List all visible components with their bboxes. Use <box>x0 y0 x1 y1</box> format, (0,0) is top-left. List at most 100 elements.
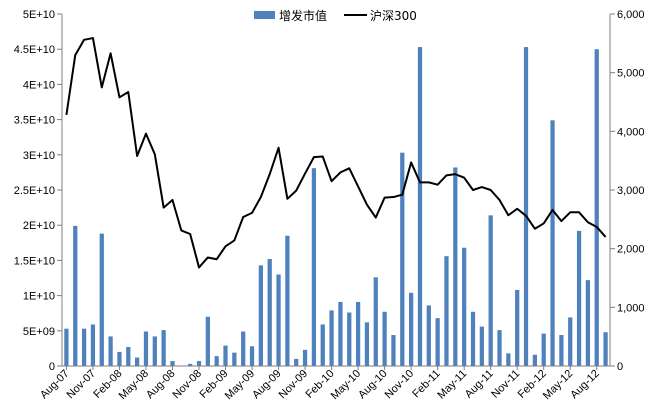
bar <box>294 358 299 366</box>
right-axis-ticks: 0 1,000 2,000 3,000 4,000 5,000 6,000 <box>610 9 645 373</box>
bar <box>347 312 352 366</box>
bar <box>205 316 210 366</box>
left-axis-ticks: 0 5E+09 1E+10 1.5E+10 2E+10 2.5E+10 3E+10 3.5E+… <box>14 9 62 373</box>
bar <box>479 326 484 366</box>
bar <box>426 305 431 366</box>
bar <box>470 311 476 366</box>
left-tick-label: 1.5E+10 <box>14 255 55 267</box>
x-tick-label: Nov-10 <box>383 368 417 402</box>
left-tick-label: 5E+09 <box>23 326 55 338</box>
bar <box>329 310 334 366</box>
bar <box>196 361 202 366</box>
bar <box>585 280 591 366</box>
right-tick-label: 2,000 <box>617 244 645 256</box>
bar <box>444 256 449 366</box>
legend: 增发市值 沪深300 <box>254 8 417 23</box>
bar-series <box>64 47 608 367</box>
x-tick-label: Aug-11 <box>463 368 496 401</box>
bar <box>462 247 467 366</box>
bar <box>241 331 246 366</box>
x-tick-label: Aug-12 <box>568 368 602 402</box>
left-tick-label: 3.5E+10 <box>14 115 55 127</box>
bar <box>373 277 378 366</box>
bar <box>435 318 440 366</box>
bar <box>108 336 113 366</box>
line-series-hs300 <box>65 37 607 269</box>
bar <box>576 230 582 366</box>
left-tick-label: 5E+10 <box>23 9 55 21</box>
bar <box>532 354 537 366</box>
left-tick-label: 4.5E+10 <box>14 44 55 56</box>
bar <box>117 351 122 366</box>
bar <box>73 225 78 366</box>
left-tick-label: 1E+10 <box>23 291 55 303</box>
bar <box>170 361 175 366</box>
bar <box>161 330 166 366</box>
bar <box>355 301 361 366</box>
bar <box>541 333 546 366</box>
left-tick-label: 2.5E+10 <box>14 185 55 197</box>
x-tick-label: May-08 <box>117 368 151 402</box>
right-tick-label: 4,000 <box>617 126 645 138</box>
left-tick-label: 4E+10 <box>23 79 55 91</box>
bar <box>320 324 325 366</box>
x-axis-ticks: Aug-07Nov-07Feb-08May-08Aug-08Nov-08Feb-… <box>38 366 602 402</box>
bar <box>417 47 423 367</box>
bar <box>188 363 193 366</box>
bar <box>232 352 237 366</box>
x-tick-label: Nov-07 <box>64 368 98 402</box>
right-tick-label: 1,000 <box>617 302 645 314</box>
bar <box>152 336 157 366</box>
bar <box>453 167 458 366</box>
bar <box>603 332 608 366</box>
bar <box>559 335 564 366</box>
right-tick-label: 3,000 <box>617 185 645 197</box>
bar <box>143 331 149 366</box>
bar <box>523 47 529 367</box>
left-tick-label: 3E+10 <box>23 150 55 162</box>
bar <box>497 330 502 366</box>
right-tick-label: 6,000 <box>617 9 645 21</box>
bar <box>214 356 219 366</box>
x-tick-label: Aug-09 <box>250 368 284 402</box>
bar <box>382 311 387 366</box>
bar <box>311 168 317 366</box>
bar <box>400 152 405 366</box>
bar <box>267 258 272 366</box>
legend-label-line: 沪深300 <box>370 9 417 23</box>
bar <box>81 328 87 366</box>
left-tick-label: 2E+10 <box>23 220 55 232</box>
bar <box>258 265 263 366</box>
bar <box>285 235 290 366</box>
bar <box>135 357 140 366</box>
bar <box>568 317 573 366</box>
bar <box>223 345 228 366</box>
right-tick-label: 0 <box>617 361 623 373</box>
bar <box>64 328 69 366</box>
bar <box>90 324 96 366</box>
bar <box>488 215 493 366</box>
bar <box>506 353 511 366</box>
bar <box>249 346 255 366</box>
x-tick-label: Aug-08 <box>144 368 178 402</box>
legend-swatch-bar <box>254 11 275 19</box>
bar <box>99 233 104 366</box>
bar <box>364 322 370 366</box>
x-tick-label: Nov-09 <box>277 368 311 402</box>
left-tick-label: 0 <box>49 361 55 373</box>
x-tick-label: Nov-08 <box>171 368 205 402</box>
bar <box>302 349 308 366</box>
bar <box>126 346 131 366</box>
bar <box>594 49 599 366</box>
x-tick-label: May-10 <box>329 368 363 402</box>
x-tick-label: May-09 <box>223 368 257 402</box>
x-tick-label: May-12 <box>541 368 575 402</box>
right-tick-label: 5,000 <box>617 68 645 80</box>
bar <box>409 292 414 366</box>
x-tick-label: Aug-10 <box>356 368 390 402</box>
bar <box>515 289 520 366</box>
bar <box>276 274 281 366</box>
x-tick-label: Nov-11 <box>489 368 522 401</box>
bar <box>391 335 396 366</box>
